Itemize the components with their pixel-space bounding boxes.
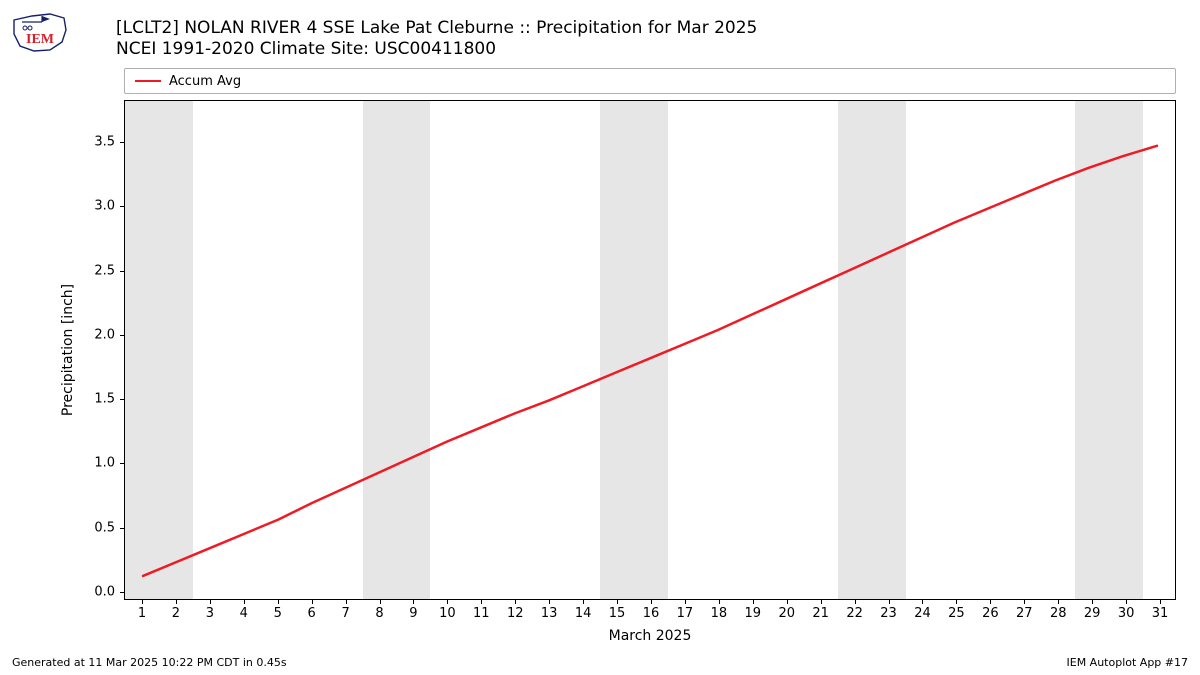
x-tick-label: 25: [948, 606, 965, 621]
x-tick-label: 26: [982, 606, 999, 621]
x-tick-label: 13: [541, 606, 558, 621]
title-line-1: [LCLT2] NOLAN RIVER 4 SSE Lake Pat Clebu…: [116, 18, 757, 39]
line-series: [125, 101, 1175, 599]
chart: 1234567891011121314151617181920212223242…: [124, 100, 1176, 600]
x-tick-label: 14: [575, 606, 592, 621]
x-tick-label: 10: [439, 606, 456, 621]
y-tick-label: 3.5: [94, 135, 115, 150]
x-tick: [651, 599, 652, 604]
plot-area: 1234567891011121314151617181920212223242…: [124, 100, 1176, 600]
x-tick-label: 17: [677, 606, 694, 621]
iem-logo: IEM: [10, 10, 70, 55]
x-tick: [787, 599, 788, 604]
y-tick: [120, 399, 125, 400]
y-tick-label: 0.0: [94, 585, 115, 600]
svg-text:IEM: IEM: [26, 32, 54, 47]
x-tick: [1092, 599, 1093, 604]
x-tick-label: 31: [1152, 606, 1169, 621]
x-tick-label: 24: [914, 606, 931, 621]
x-tick: [346, 599, 347, 604]
x-tick: [1160, 599, 1161, 604]
y-tick-label: 3.0: [94, 199, 115, 214]
x-tick: [481, 599, 482, 604]
x-tick: [855, 599, 856, 604]
legend: Accum Avg: [124, 68, 1176, 94]
x-tick-label: 28: [1050, 606, 1067, 621]
x-tick-label: 12: [507, 606, 524, 621]
x-tick-label: 4: [240, 606, 248, 621]
y-tick: [120, 206, 125, 207]
accum-avg-line: [143, 146, 1157, 576]
x-tick-label: 27: [1016, 606, 1033, 621]
x-tick-label: 30: [1118, 606, 1135, 621]
x-tick-label: 21: [812, 606, 829, 621]
x-tick: [1058, 599, 1059, 604]
footer-generated: Generated at 11 Mar 2025 10:22 PM CDT in…: [12, 656, 287, 669]
legend-swatch: [135, 80, 161, 83]
y-tick: [120, 335, 125, 336]
y-tick-label: 1.5: [94, 392, 115, 407]
x-tick-label: 5: [274, 606, 282, 621]
x-tick: [176, 599, 177, 604]
x-tick-label: 3: [206, 606, 214, 621]
y-tick: [120, 142, 125, 143]
x-tick: [549, 599, 550, 604]
x-tick: [583, 599, 584, 604]
title-line-2: NCEI 1991-2020 Climate Site: USC00411800: [116, 39, 757, 60]
x-tick: [719, 599, 720, 604]
x-tick-label: 18: [711, 606, 728, 621]
footer-appid: IEM Autoplot App #17: [1067, 656, 1189, 669]
x-tick-label: 9: [409, 606, 417, 621]
x-tick-label: 2: [172, 606, 180, 621]
x-tick-label: 15: [609, 606, 626, 621]
x-tick-label: 20: [778, 606, 795, 621]
x-tick-label: 23: [880, 606, 897, 621]
x-tick: [1126, 599, 1127, 604]
x-tick: [990, 599, 991, 604]
x-tick: [312, 599, 313, 604]
y-axis-label: Precipitation [inch]: [60, 284, 76, 416]
x-tick: [278, 599, 279, 604]
x-tick: [1024, 599, 1025, 604]
y-tick: [120, 271, 125, 272]
x-tick-label: 11: [473, 606, 490, 621]
y-tick-label: 1.0: [94, 456, 115, 471]
legend-label: Accum Avg: [169, 74, 241, 89]
x-tick-label: 19: [745, 606, 762, 621]
x-tick: [922, 599, 923, 604]
x-tick-label: 8: [375, 606, 383, 621]
y-tick: [120, 463, 125, 464]
x-tick: [515, 599, 516, 604]
y-tick: [120, 528, 125, 529]
y-tick-label: 2.0: [94, 327, 115, 342]
y-tick-label: 0.5: [94, 520, 115, 535]
x-tick-label: 22: [846, 606, 863, 621]
x-tick: [753, 599, 754, 604]
x-tick: [685, 599, 686, 604]
x-tick: [244, 599, 245, 604]
x-tick: [142, 599, 143, 604]
x-tick: [210, 599, 211, 604]
x-tick: [821, 599, 822, 604]
x-tick-label: 16: [643, 606, 660, 621]
x-tick-label: 29: [1084, 606, 1101, 621]
y-tick-label: 2.5: [94, 263, 115, 278]
chart-title: [LCLT2] NOLAN RIVER 4 SSE Lake Pat Clebu…: [116, 18, 757, 61]
x-tick: [380, 599, 381, 604]
x-tick: [617, 599, 618, 604]
x-axis-label: March 2025: [609, 628, 692, 644]
y-tick: [120, 592, 125, 593]
x-tick: [447, 599, 448, 604]
x-tick: [889, 599, 890, 604]
x-tick-label: 6: [308, 606, 316, 621]
x-tick-label: 7: [341, 606, 349, 621]
x-tick: [956, 599, 957, 604]
x-tick-label: 1: [138, 606, 146, 621]
x-tick: [413, 599, 414, 604]
